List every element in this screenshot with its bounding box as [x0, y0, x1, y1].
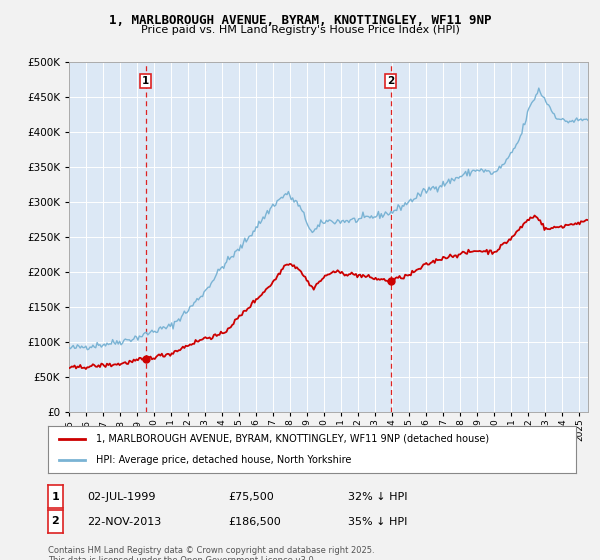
Text: 32% ↓ HPI: 32% ↓ HPI	[348, 492, 407, 502]
Text: HPI: Average price, detached house, North Yorkshire: HPI: Average price, detached house, Nort…	[95, 455, 351, 465]
Text: £186,500: £186,500	[228, 517, 281, 527]
Text: 02-JUL-1999: 02-JUL-1999	[87, 492, 155, 502]
Text: Price paid vs. HM Land Registry's House Price Index (HPI): Price paid vs. HM Land Registry's House …	[140, 25, 460, 35]
Text: 1: 1	[142, 76, 149, 86]
Text: £75,500: £75,500	[228, 492, 274, 502]
Text: 1: 1	[52, 492, 59, 502]
Text: 35% ↓ HPI: 35% ↓ HPI	[348, 517, 407, 527]
Text: 22-NOV-2013: 22-NOV-2013	[87, 517, 161, 527]
Text: 2: 2	[52, 516, 59, 526]
Text: 1, MARLBOROUGH AVENUE, BYRAM, KNOTTINGLEY, WF11 9NP: 1, MARLBOROUGH AVENUE, BYRAM, KNOTTINGLE…	[109, 14, 491, 27]
Text: Contains HM Land Registry data © Crown copyright and database right 2025.
This d: Contains HM Land Registry data © Crown c…	[48, 546, 374, 560]
Text: 1, MARLBOROUGH AVENUE, BYRAM, KNOTTINGLEY, WF11 9NP (detached house): 1, MARLBOROUGH AVENUE, BYRAM, KNOTTINGLE…	[95, 434, 488, 444]
Text: 2: 2	[387, 76, 394, 86]
